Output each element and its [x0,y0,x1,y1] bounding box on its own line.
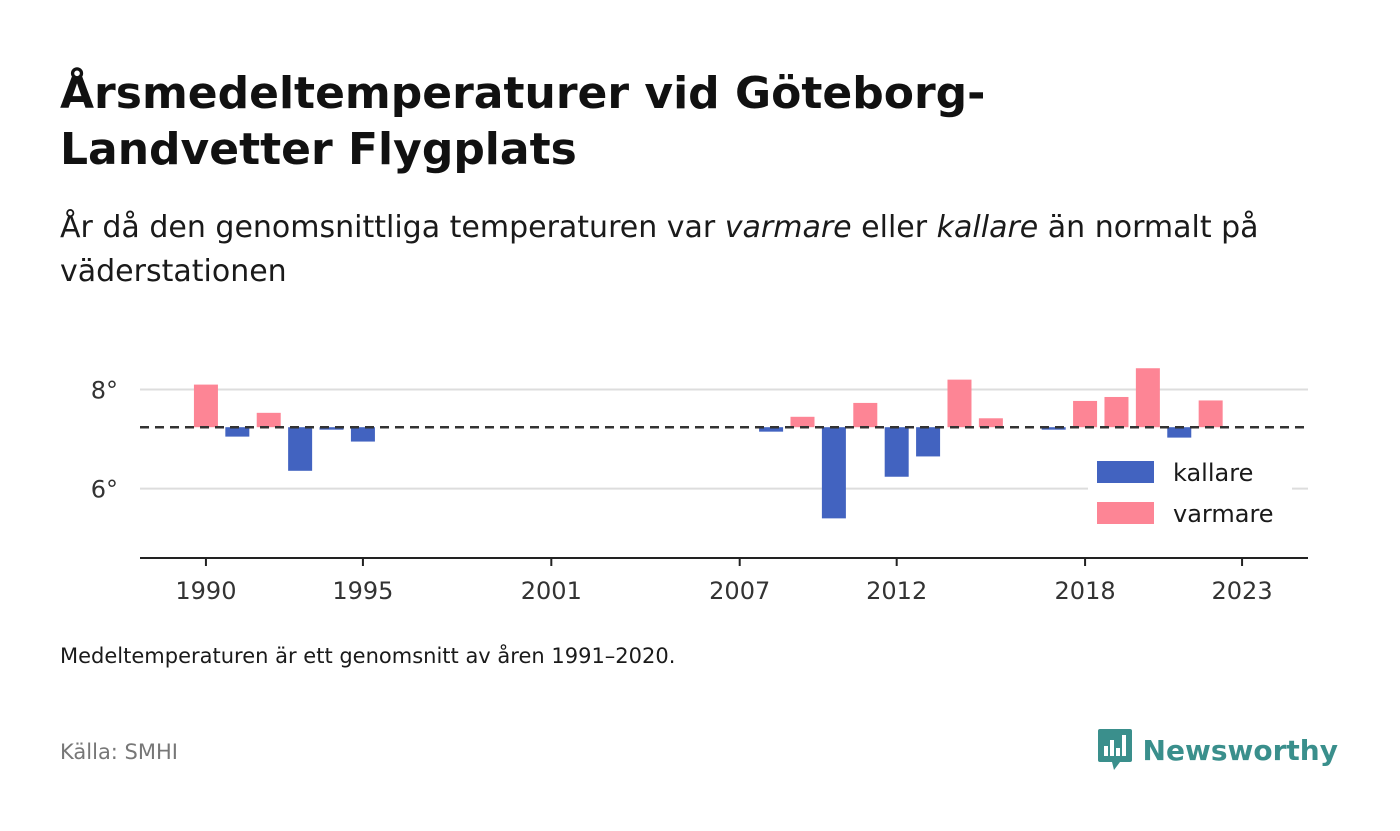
bar-warmer [1104,396,1129,428]
bar-colder [1041,427,1066,430]
legend-swatch-kallare [1097,461,1154,483]
bar-warmer [853,402,878,428]
newsworthy-brand: Newsworthy [1097,728,1338,772]
bar-colder [225,427,250,437]
subtitle-text: eller [851,210,937,245]
bar-warmer [256,412,281,428]
x-tick-label: 2001 [521,577,582,605]
bar-warmer [978,418,1003,428]
subtitle-emphasis-warmer: varmare [724,210,852,245]
legend-label-kallare: kallare [1173,459,1253,487]
temperature-bar-chart: 6° 8° 1990 1995 2001 2007 2012 2018 2023 kallare v… [91,368,1308,605]
bar-colder [916,427,941,457]
x-tick-label: 2023 [1212,577,1273,605]
subtitle-emphasis-colder: kallare [936,210,1039,245]
bar-warmer [1198,400,1223,428]
y-tick-label: 8° [91,377,118,405]
footnote: Medeltemperaturen är ett genomsnitt av å… [60,644,676,668]
subtitle-text: än normalt på väderstationen [60,210,1259,289]
newsworthy-logo-icon [1097,729,1132,770]
legend-label-varmare: varmare [1173,500,1274,528]
y-tick-label: 6° [91,476,118,504]
source-credit: Källa: SMHI [60,740,178,764]
legend-swatch-varmare [1097,502,1154,524]
bar-colder [1167,427,1192,438]
x-tick-label: 1995 [332,577,393,605]
chart-title: Årsmedeltemperaturer vid Göteborg-Landve… [60,68,986,175]
bar-colder [288,427,313,471]
bar-colder [350,427,375,442]
bar-warmer [947,379,972,428]
chart-subtitle: År då den genomsnittliga temperaturen va… [60,206,1340,294]
bar-colder [319,427,344,430]
bar-warmer [193,384,218,428]
bar-warmer [1073,400,1098,428]
x-tick-label: 2018 [1055,577,1116,605]
bar-colder [821,427,846,519]
subtitle-text: År då den genomsnittliga temperaturen va… [60,210,725,245]
brand-name: Newsworthy [1142,733,1338,767]
bar-warmer [790,416,815,428]
x-tick-label: 1990 [175,577,236,605]
x-tick-label: 2007 [709,577,770,605]
bar-colder [884,427,909,477]
x-tick-label: 2012 [866,577,927,605]
bar-warmer [1135,368,1160,428]
bar-colder [759,427,784,432]
